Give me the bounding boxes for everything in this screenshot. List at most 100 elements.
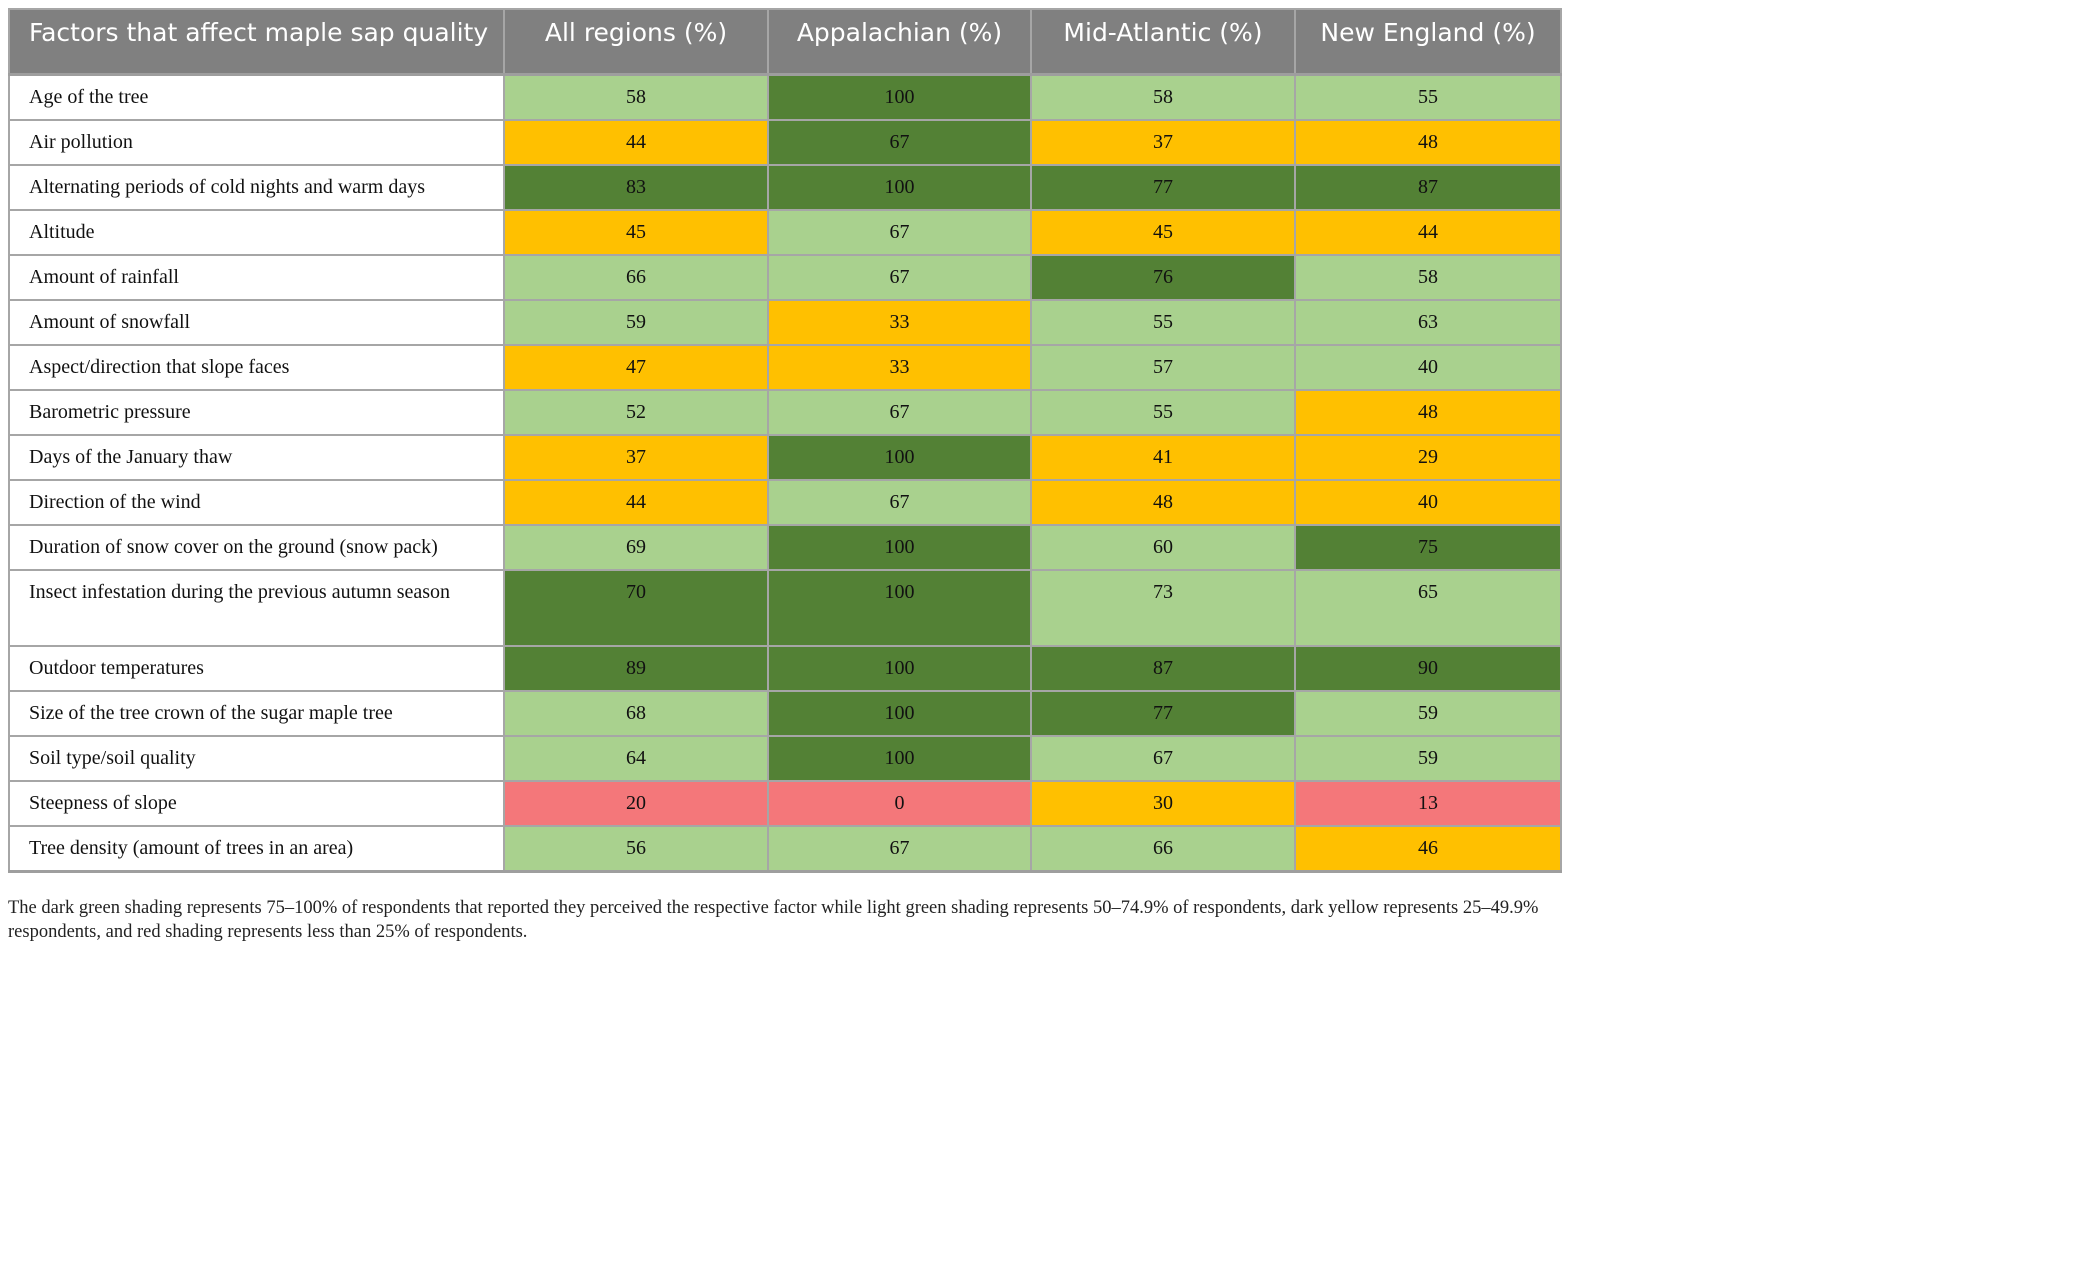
value-cell-new-england: 48	[1294, 118, 1562, 166]
factor-label: Alternating periods of cold nights and w…	[8, 163, 505, 211]
factor-label: Altitude	[8, 208, 505, 256]
value-cell-all-regions: 83	[503, 163, 769, 211]
value-cell-appalachian: 100	[767, 523, 1032, 571]
factor-label: Days of the January thaw	[8, 433, 505, 481]
value-cell-appalachian: 100	[767, 568, 1032, 647]
value-cell-new-england: 46	[1294, 824, 1562, 873]
value-cell-new-england: 59	[1294, 734, 1562, 782]
table-row: Steepness of slope 20 0 30 13	[8, 779, 1562, 827]
table-row: Size of the tree crown of the sugar mapl…	[8, 689, 1562, 737]
value-cell-new-england: 40	[1294, 343, 1562, 391]
value-cell-appalachian: 100	[767, 163, 1032, 211]
value-cell-new-england: 75	[1294, 523, 1562, 571]
value-cell-new-england: 87	[1294, 163, 1562, 211]
table-row: Direction of the wind 44 67 48 40	[8, 478, 1562, 526]
value-cell-mid-atlantic: 77	[1030, 163, 1296, 211]
value-cell-mid-atlantic: 76	[1030, 253, 1296, 301]
value-cell-new-england: 59	[1294, 689, 1562, 737]
factor-label: Outdoor temperatures	[8, 644, 505, 692]
value-cell-appalachian: 100	[767, 734, 1032, 782]
value-cell-mid-atlantic: 48	[1030, 478, 1296, 526]
value-cell-mid-atlantic: 60	[1030, 523, 1296, 571]
table-row: Barometric pressure 52 67 55 48	[8, 388, 1562, 436]
maple-sap-factors-table: Factors that affect maple sap quality Al…	[8, 8, 1562, 873]
value-cell-new-england: 13	[1294, 779, 1562, 827]
value-cell-all-regions: 58	[503, 73, 769, 121]
table-row: Amount of snowfall 59 33 55 63	[8, 298, 1562, 346]
factor-label: Aspect/direction that slope faces	[8, 343, 505, 391]
header-all-regions: All regions (%)	[503, 8, 769, 76]
table-row: Duration of snow cover on the ground (sn…	[8, 523, 1562, 571]
value-cell-mid-atlantic: 57	[1030, 343, 1296, 391]
value-cell-all-regions: 56	[503, 824, 769, 873]
table-row: Alternating periods of cold nights and w…	[8, 163, 1562, 211]
table-row: Insect infestation during the previous a…	[8, 568, 1562, 647]
value-cell-new-england: 48	[1294, 388, 1562, 436]
factor-label: Insect infestation during the previous a…	[8, 568, 505, 647]
table-row: Days of the January thaw 37 100 41 29	[8, 433, 1562, 481]
header-row: Factors that affect maple sap quality Al…	[8, 8, 1562, 76]
value-cell-appalachian: 33	[767, 298, 1032, 346]
value-cell-all-regions: 89	[503, 644, 769, 692]
value-cell-appalachian: 67	[767, 118, 1032, 166]
value-cell-appalachian: 67	[767, 208, 1032, 256]
factor-label: Soil type/soil quality	[8, 734, 505, 782]
value-cell-all-regions: 52	[503, 388, 769, 436]
value-cell-new-england: 90	[1294, 644, 1562, 692]
value-cell-mid-atlantic: 37	[1030, 118, 1296, 166]
factor-label: Size of the tree crown of the sugar mapl…	[8, 689, 505, 737]
value-cell-all-regions: 59	[503, 298, 769, 346]
table-row: Outdoor temperatures 89 100 87 90	[8, 644, 1562, 692]
value-cell-mid-atlantic: 87	[1030, 644, 1296, 692]
value-cell-all-regions: 68	[503, 689, 769, 737]
value-cell-appalachian: 100	[767, 73, 1032, 121]
value-cell-mid-atlantic: 67	[1030, 734, 1296, 782]
value-cell-mid-atlantic: 45	[1030, 208, 1296, 256]
value-cell-mid-atlantic: 55	[1030, 388, 1296, 436]
value-cell-all-regions: 44	[503, 478, 769, 526]
value-cell-all-regions: 45	[503, 208, 769, 256]
factor-label: Amount of snowfall	[8, 298, 505, 346]
table-row: Amount of rainfall 66 67 76 58	[8, 253, 1562, 301]
value-cell-all-regions: 64	[503, 734, 769, 782]
table-footnote: The dark green shading represents 75–100…	[8, 898, 1539, 942]
table-row: Soil type/soil quality 64 100 67 59	[8, 734, 1562, 782]
factor-label: Direction of the wind	[8, 478, 505, 526]
factor-label: Steepness of slope	[8, 779, 505, 827]
value-cell-mid-atlantic: 73	[1030, 568, 1296, 647]
value-cell-new-england: 63	[1294, 298, 1562, 346]
value-cell-all-regions: 66	[503, 253, 769, 301]
value-cell-all-regions: 37	[503, 433, 769, 481]
table-container: Factors that affect maple sap quality Al…	[8, 8, 1562, 873]
table-row: Aspect/direction that slope faces 47 33 57 4…	[8, 343, 1562, 391]
factor-label: Amount of rainfall	[8, 253, 505, 301]
value-cell-all-regions: 69	[503, 523, 769, 571]
header-factors: Factors that affect maple sap quality	[8, 8, 505, 76]
factor-label: Age of the tree	[8, 73, 505, 121]
value-cell-appalachian: 67	[767, 388, 1032, 436]
value-cell-new-england: 58	[1294, 253, 1562, 301]
value-cell-new-england: 55	[1294, 73, 1562, 121]
value-cell-all-regions: 44	[503, 118, 769, 166]
value-cell-new-england: 40	[1294, 478, 1562, 526]
value-cell-all-regions: 20	[503, 779, 769, 827]
value-cell-appalachian: 67	[767, 478, 1032, 526]
factor-label: Duration of snow cover on the ground (sn…	[8, 523, 505, 571]
value-cell-appalachian: 100	[767, 644, 1032, 692]
table-body: Age of the tree 58 100 58 55 Air pollution 44 6…	[8, 73, 1562, 873]
value-cell-appalachian: 67	[767, 253, 1032, 301]
value-cell-all-regions: 47	[503, 343, 769, 391]
value-cell-appalachian: 0	[767, 779, 1032, 827]
value-cell-mid-atlantic: 58	[1030, 73, 1296, 121]
value-cell-new-england: 65	[1294, 568, 1562, 647]
value-cell-all-regions: 70	[503, 568, 769, 647]
value-cell-appalachian: 100	[767, 689, 1032, 737]
value-cell-mid-atlantic: 77	[1030, 689, 1296, 737]
factor-label: Barometric pressure	[8, 388, 505, 436]
table-row: Tree density (amount of trees in an area…	[8, 824, 1562, 873]
table-row: Age of the tree 58 100 58 55	[8, 73, 1562, 121]
factor-label: Tree density (amount of trees in an area…	[8, 824, 505, 873]
factor-label: Air pollution	[8, 118, 505, 166]
header-mid-atlantic: Mid-Atlantic (%)	[1030, 8, 1296, 76]
value-cell-mid-atlantic: 30	[1030, 779, 1296, 827]
